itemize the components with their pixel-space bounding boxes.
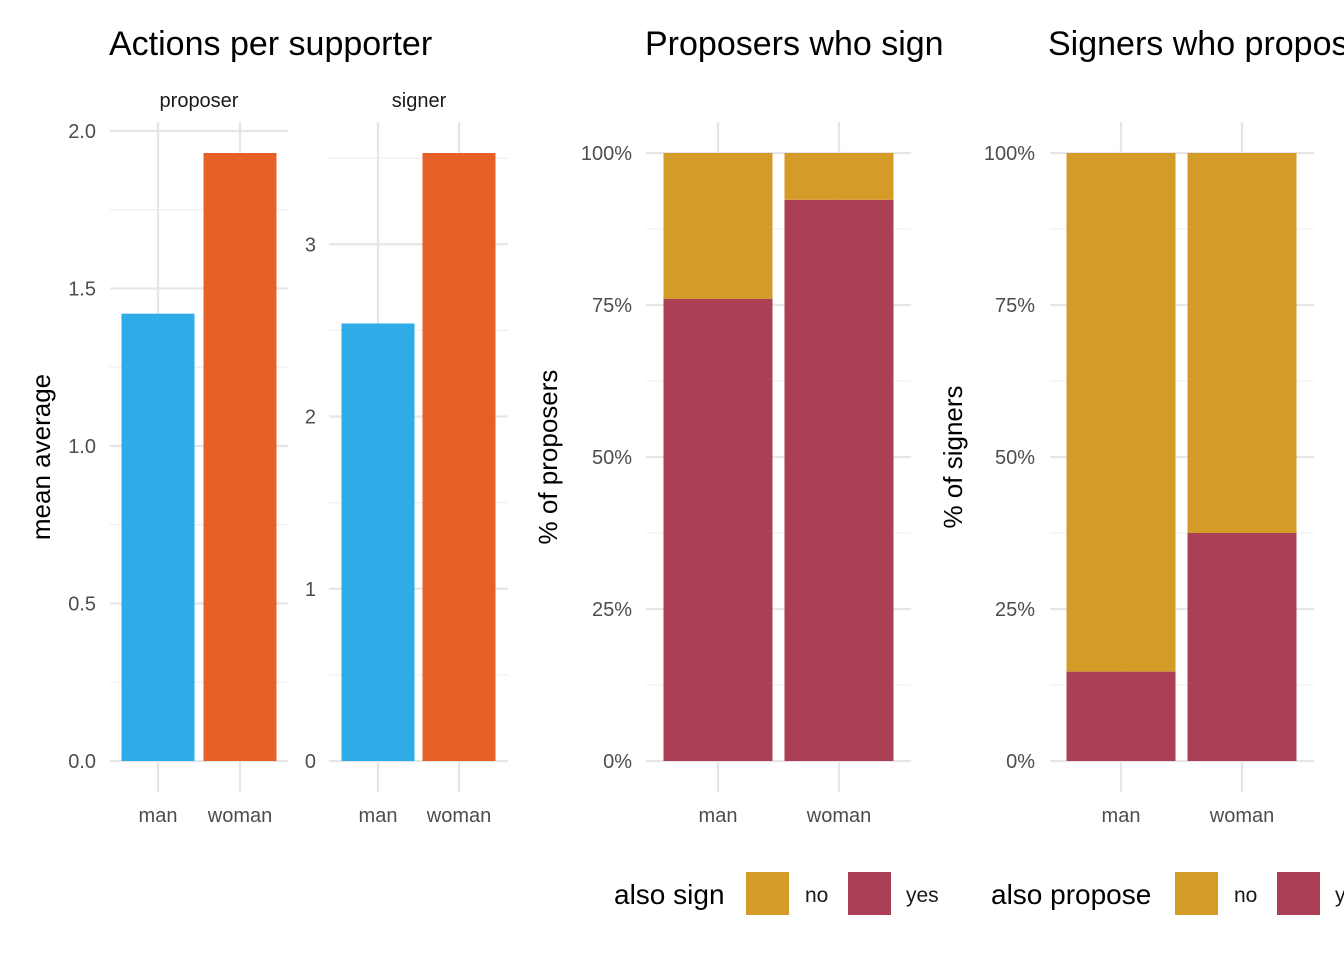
x-tick-label: man [699, 805, 738, 827]
legend-title-also-propose: also propose [991, 879, 1151, 910]
bar-woman [422, 153, 496, 761]
y-tick-label: 2 [305, 407, 316, 429]
y-tick-label: 0 [305, 751, 316, 773]
x-tick-label: man [139, 805, 178, 827]
bar-no-man [1066, 153, 1176, 672]
y-tick-label: 100% [581, 143, 632, 165]
x-tick-label: woman [426, 805, 491, 827]
x-tick-label: woman [806, 805, 871, 827]
y-tick-label: 0.5 [68, 593, 96, 615]
panel-title-actions: Actions per supporter [109, 25, 432, 63]
bar-yes-man [1066, 671, 1176, 761]
x-tick-label: man [359, 805, 398, 827]
y-tick-label: 100% [984, 143, 1035, 165]
bar-woman [203, 153, 277, 761]
legend-label-no-sign: no [805, 884, 828, 907]
y-tick-label: 25% [592, 599, 632, 621]
y-tick-label: 1.5 [68, 278, 96, 300]
y-tick-label: 1.0 [68, 436, 96, 458]
legend-label-yes-sign: yes [906, 884, 939, 907]
legend-title-also-sign: also sign [614, 879, 725, 910]
y-tick-label: 50% [592, 447, 632, 469]
y-tick-label: 50% [995, 447, 1035, 469]
panel-title-proposers: Proposers who sign [645, 25, 944, 63]
y-tick-label: 3 [305, 234, 316, 256]
y-tick-label: 1 [305, 579, 316, 601]
bar-yes-man [663, 298, 773, 761]
legend-label-no-propose: no [1234, 884, 1257, 907]
bar-no-woman [784, 153, 894, 200]
legend-key-yes-sign [848, 872, 891, 915]
panel-title-signers: Signers who propose [1048, 25, 1344, 63]
y-axis-label-proposers: % of proposers [533, 370, 563, 545]
facet-strip-signer: signer [392, 90, 447, 112]
legend-key-no-propose [1175, 872, 1218, 915]
y-tick-label: 0.0 [68, 751, 96, 773]
y-tick-label: 75% [592, 295, 632, 317]
bar-yes-woman [1187, 533, 1297, 761]
y-tick-label: 2.0 [68, 121, 96, 143]
bar-no-woman [1187, 153, 1297, 533]
plot-layer: 0.0 0.5 1.0 1.5 2.0 man woman 0 1 2 3 man woman 0% 25%… [68, 121, 1314, 827]
bar-man [341, 323, 415, 761]
y-tick-label: 75% [995, 295, 1035, 317]
x-tick-label: woman [207, 805, 272, 827]
y-tick-label: 0% [603, 751, 632, 773]
bar-man [121, 313, 195, 761]
facet-strip-proposer: proposer [160, 90, 239, 112]
legend-label-yes-propose: yes [1335, 884, 1344, 907]
y-axis-label-actions: mean average [26, 374, 56, 540]
legend-key-yes-propose [1277, 872, 1320, 915]
x-tick-label: woman [1209, 805, 1274, 827]
x-tick-label: man [1102, 805, 1141, 827]
legend-key-no-sign [746, 872, 789, 915]
y-axis-label-signers: % of signers [938, 385, 968, 528]
y-tick-label: 25% [995, 599, 1035, 621]
bar-yes-woman [784, 199, 894, 762]
y-tick-label: 0% [1006, 751, 1035, 773]
bar-no-man [663, 153, 773, 299]
